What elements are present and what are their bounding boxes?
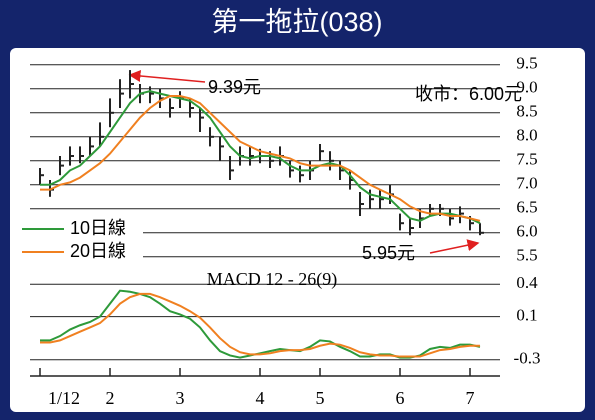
x-tick-label: 3 [176,388,185,408]
macd-line [40,289,481,359]
ma-line [40,90,481,225]
legend-label: 10日線 [70,218,126,238]
chart-title: 第一拖拉(038) [211,7,382,37]
panel-title: MACD 12 - 26(9) [207,269,338,290]
ma-line [40,95,481,222]
y-tick-label: 8.0 [516,126,537,145]
x-tick-label: 2 [106,388,115,408]
y-tick-label: 7.0 [516,174,537,193]
arrow [429,239,480,254]
x-tick-label: 4 [256,388,265,408]
y-tick-label: 9.0 [516,78,537,97]
x-tick-label: 6 [396,388,405,408]
arrow [128,70,206,83]
annotation: 收市：6.00元 [415,84,522,104]
x-tick-label: 1/12 [48,388,80,408]
y-tick-label: 0.4 [516,273,538,292]
y-tick-label: 7.5 [516,150,537,169]
y-tick-label: 9.5 [516,54,537,73]
y-tick-label: 8.5 [516,102,537,121]
y-tick-label: 6.5 [516,198,537,217]
y-tick-label: 5.5 [516,246,537,265]
annotation: 9.39元 [208,77,261,97]
x-tick-label: 7 [466,388,475,408]
macd-line [40,292,480,358]
y-tick-label: 6.0 [516,222,537,241]
legend-label: 20日線 [70,241,126,261]
y-tick-label: -0.3 [514,349,541,368]
panel [10,48,585,412]
legend-box [18,218,143,264]
x-tick-label: 5 [316,388,325,408]
annotation: 5.95元 [362,243,415,263]
y-tick-label: 0.1 [516,306,537,325]
